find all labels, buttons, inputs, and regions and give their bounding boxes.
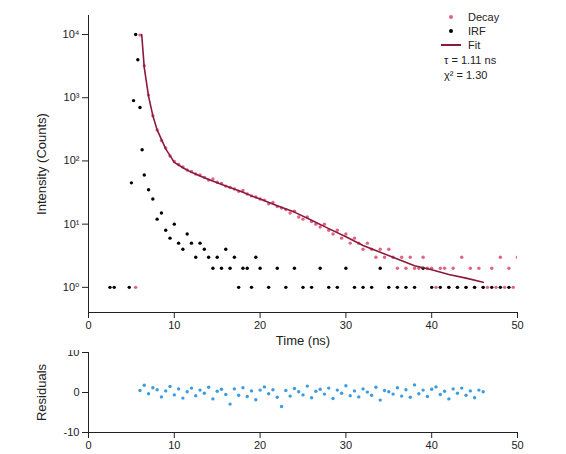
html-text:χ² = 1.30: χ² = 1.30 (444, 69, 488, 81)
html-text:IRF: IRF (468, 24, 486, 37)
svg-text:0: 0 (85, 319, 91, 331)
svg-text:10⁴: 10⁴ (63, 28, 80, 40)
svg-text:50: 50 (511, 439, 523, 451)
svg-text:10²: 10² (64, 154, 80, 166)
svg-text:10⁰: 10⁰ (63, 281, 80, 293)
html-text:τ = 1.11 ns: τ = 1.11 ns (444, 54, 497, 66)
svg-text:20: 20 (254, 439, 266, 451)
svg-text:-10: -10 (64, 426, 80, 438)
html-text:Fit: Fit (468, 38, 481, 51)
svg-text:10¹: 10¹ (64, 218, 80, 230)
svg-text:Time (ns): Time (ns) (276, 333, 330, 348)
svg-text:30: 30 (340, 439, 352, 451)
svg-text:50: 50 (511, 319, 523, 331)
svg-text:30: 30 (340, 319, 352, 331)
svg-text:0: 0 (73, 386, 79, 398)
svg-text:Intensity (Counts): Intensity (Counts) (34, 113, 49, 215)
svg-text:10³: 10³ (64, 91, 80, 103)
svg-text:10: 10 (67, 350, 79, 358)
html-text:Decay: Decay (468, 10, 500, 23)
svg-text:0: 0 (85, 439, 91, 451)
svg-text:40: 40 (426, 319, 438, 331)
svg-text:10: 10 (168, 439, 180, 451)
svg-text:Residuals: Residuals (34, 363, 49, 421)
svg-text:20: 20 (254, 319, 266, 331)
svg-text:40: 40 (426, 439, 438, 451)
svg-text:10: 10 (168, 319, 180, 331)
